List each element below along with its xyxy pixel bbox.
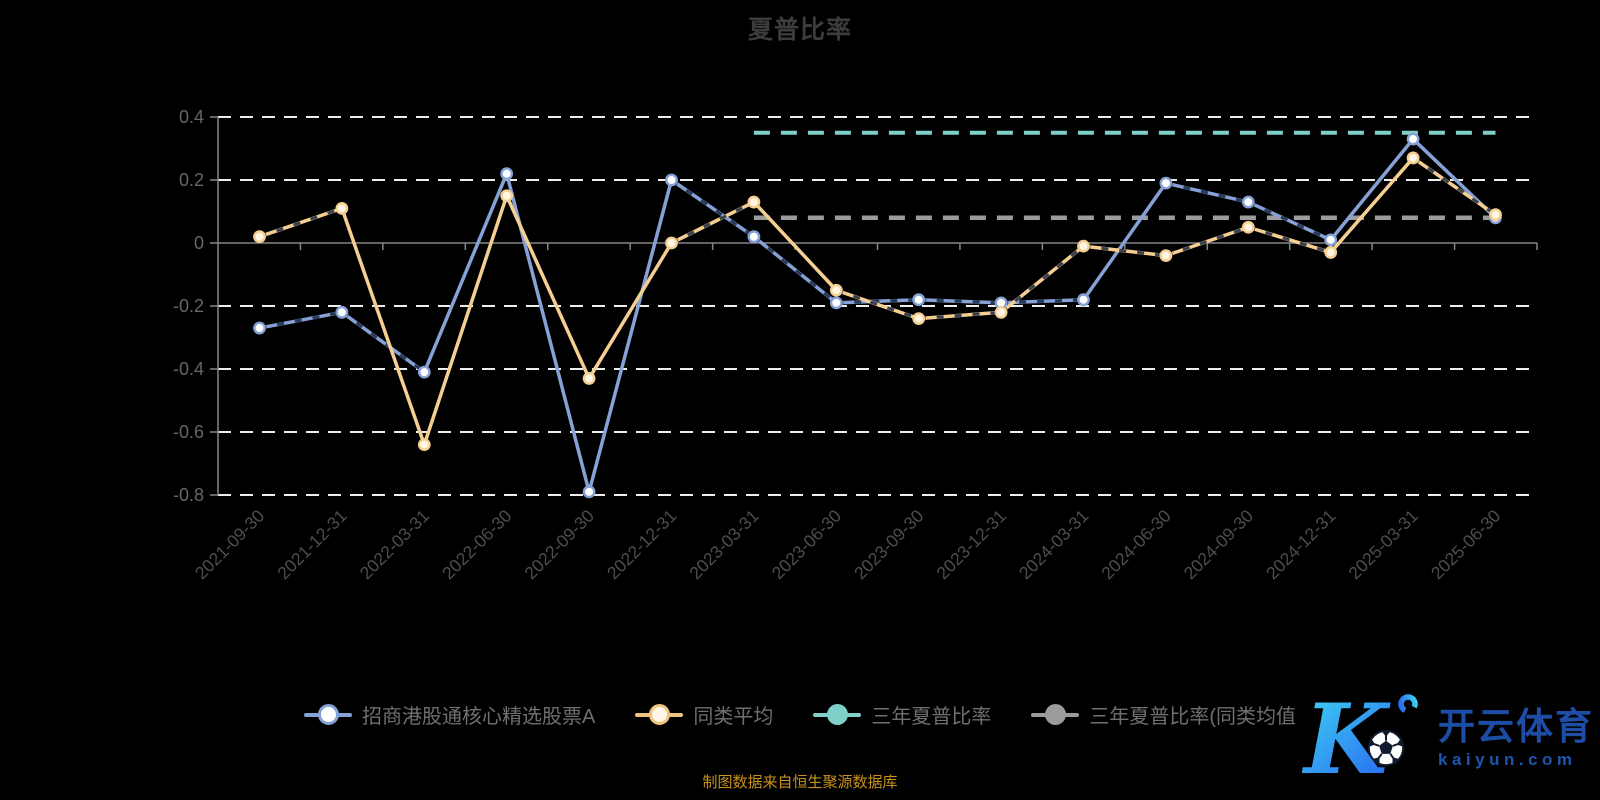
legend-label: 招商港股通核心精选股票A [361,706,596,728]
svg-text:2025-03-31: 2025-03-31 [1344,506,1421,583]
legend-label: 三年夏普比率(同类均值 [1089,706,1296,728]
svg-text:2023-09-30: 2023-09-30 [850,506,928,584]
svg-text:2021-09-30: 2021-09-30 [191,506,269,584]
svg-text:-0.6: -0.6 [173,422,204,442]
svg-text:0.2: 0.2 [179,170,204,190]
svg-text:0.4: 0.4 [179,107,204,127]
legend-item-3[interactable]: 三年夏普比率(同类均值 [1031,700,1296,729]
chart-legend: 招商港股通核心精选股票A 同类平均 三年夏普比率 三年夏普比率(同类均值 [0,700,1600,729]
series-line-category-average [257,156,1498,447]
svg-text:2024-12-31: 2024-12-31 [1262,506,1339,583]
x-axis-labels: 2021-09-30 2021-12-31 2022-03-31 2022-06-30… [191,506,1505,584]
series-line-fund [257,137,1498,494]
y-axis-labels: 0.4 0.2 0 -0.2 -0.4 -0.6 -0.8 [173,107,204,505]
svg-text:-0.2: -0.2 [173,296,204,316]
legend-marker-icon [1031,703,1080,727]
kaiyun-domain-text: kaiyun.com [1438,750,1577,769]
svg-text:2023-06-30: 2023-06-30 [768,506,846,584]
svg-text:2021-12-31: 2021-12-31 [273,506,350,583]
legend-item-2[interactable]: 三年夏普比率 [813,700,991,729]
legend-item-0[interactable]: 招商港股通核心精选股票A [303,700,596,729]
kaiyun-brand-text: 开云体育 [1438,706,1594,747]
svg-text:2024-06-30: 2024-06-30 [1097,506,1175,584]
axes [210,116,1538,496]
legend-label: 三年夏普比率 [871,706,992,728]
soccer-ball-icon [1367,729,1405,767]
svg-text:2024-09-30: 2024-09-30 [1180,506,1258,584]
svg-text:2022-09-30: 2022-09-30 [520,506,598,584]
kaiyun-logo-mark: K [1302,688,1418,788]
legend-label: 同类平均 [693,706,774,728]
svg-text:2025-06-30: 2025-06-30 [1427,506,1505,584]
legend-item-1[interactable]: 同类平均 [635,700,773,729]
svg-text:0: 0 [194,233,204,253]
svg-text:2024-03-31: 2024-03-31 [1015,506,1092,583]
svg-text:2023-12-31: 2023-12-31 [932,506,1009,583]
svg-text:-0.8: -0.8 [173,485,204,505]
page-title: 夏普比率 [747,16,852,44]
svg-text:2022-03-31: 2022-03-31 [356,506,433,583]
svg-text:-0.4: -0.4 [173,359,204,379]
svg-text:2022-12-31: 2022-12-31 [603,506,680,583]
legend-marker-icon [813,703,862,727]
svg-text:2022-06-30: 2022-06-30 [438,506,516,584]
svg-text:2023-03-31: 2023-03-31 [685,506,762,583]
legend-marker-icon [635,703,684,727]
kaiyun-logo-text: 开云体育 kaiyun.com [1438,708,1594,768]
data-source-caption: 制图数据来自恒生聚源数据库 [702,774,898,791]
logo-swirl-icon [1398,694,1418,714]
series-markers-fund [253,132,1502,499]
kaiyun-watermark[interactable]: K [1302,688,1594,788]
series-markers-category-average [253,151,1502,451]
legend-marker-icon [303,703,352,727]
